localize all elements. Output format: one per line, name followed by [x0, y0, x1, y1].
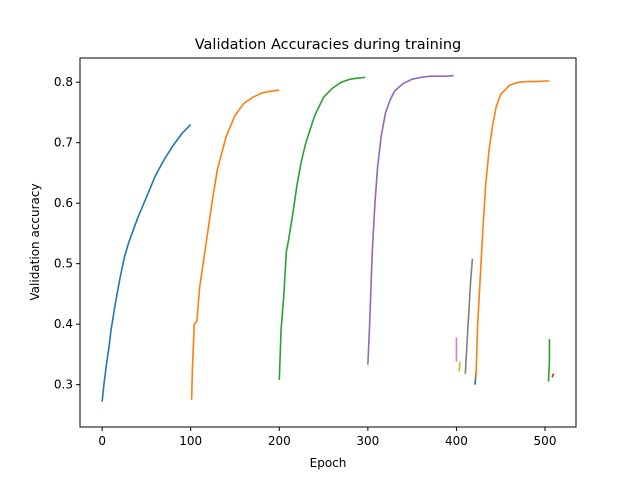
y-tick-label: 0.3 [54, 378, 73, 392]
x-tick-label: 400 [445, 434, 468, 448]
y-axis: 0.3 0.4 0.5 0.6 0.7 0.8 [54, 75, 80, 392]
series-line-2 [190, 89, 280, 400]
x-tick-label: 0 [98, 434, 106, 448]
y-tick-label: 0.6 [54, 196, 73, 210]
x-tick-label: 500 [534, 434, 557, 448]
y-tick-label: 0.5 [54, 257, 73, 271]
series-line-11 [551, 373, 555, 378]
series-line-1 [101, 123, 192, 402]
series-layer [101, 74, 555, 402]
y-tick-label: 0.7 [54, 136, 73, 150]
y-axis-label: Validation accuracy [28, 183, 42, 300]
series-line-6 [458, 361, 461, 372]
plot-frame [79, 57, 577, 428]
series-line-4 [367, 74, 454, 365]
chart-title: Validation Accuracies during training [195, 37, 462, 53]
y-tick-label: 0.8 [54, 75, 73, 89]
x-tick-label: 100 [179, 434, 202, 448]
x-tick-label: 300 [356, 434, 379, 448]
series-line-9 [475, 80, 550, 379]
x-axis-label: Epoch [310, 456, 347, 470]
series-line-10 [547, 339, 551, 382]
series-line-7 [464, 258, 474, 374]
x-tick-label: 200 [268, 434, 291, 448]
series-line-3 [278, 76, 366, 380]
x-axis: 0 100 200 300 400 500 [98, 427, 556, 448]
y-tick-label: 0.4 [54, 317, 73, 331]
